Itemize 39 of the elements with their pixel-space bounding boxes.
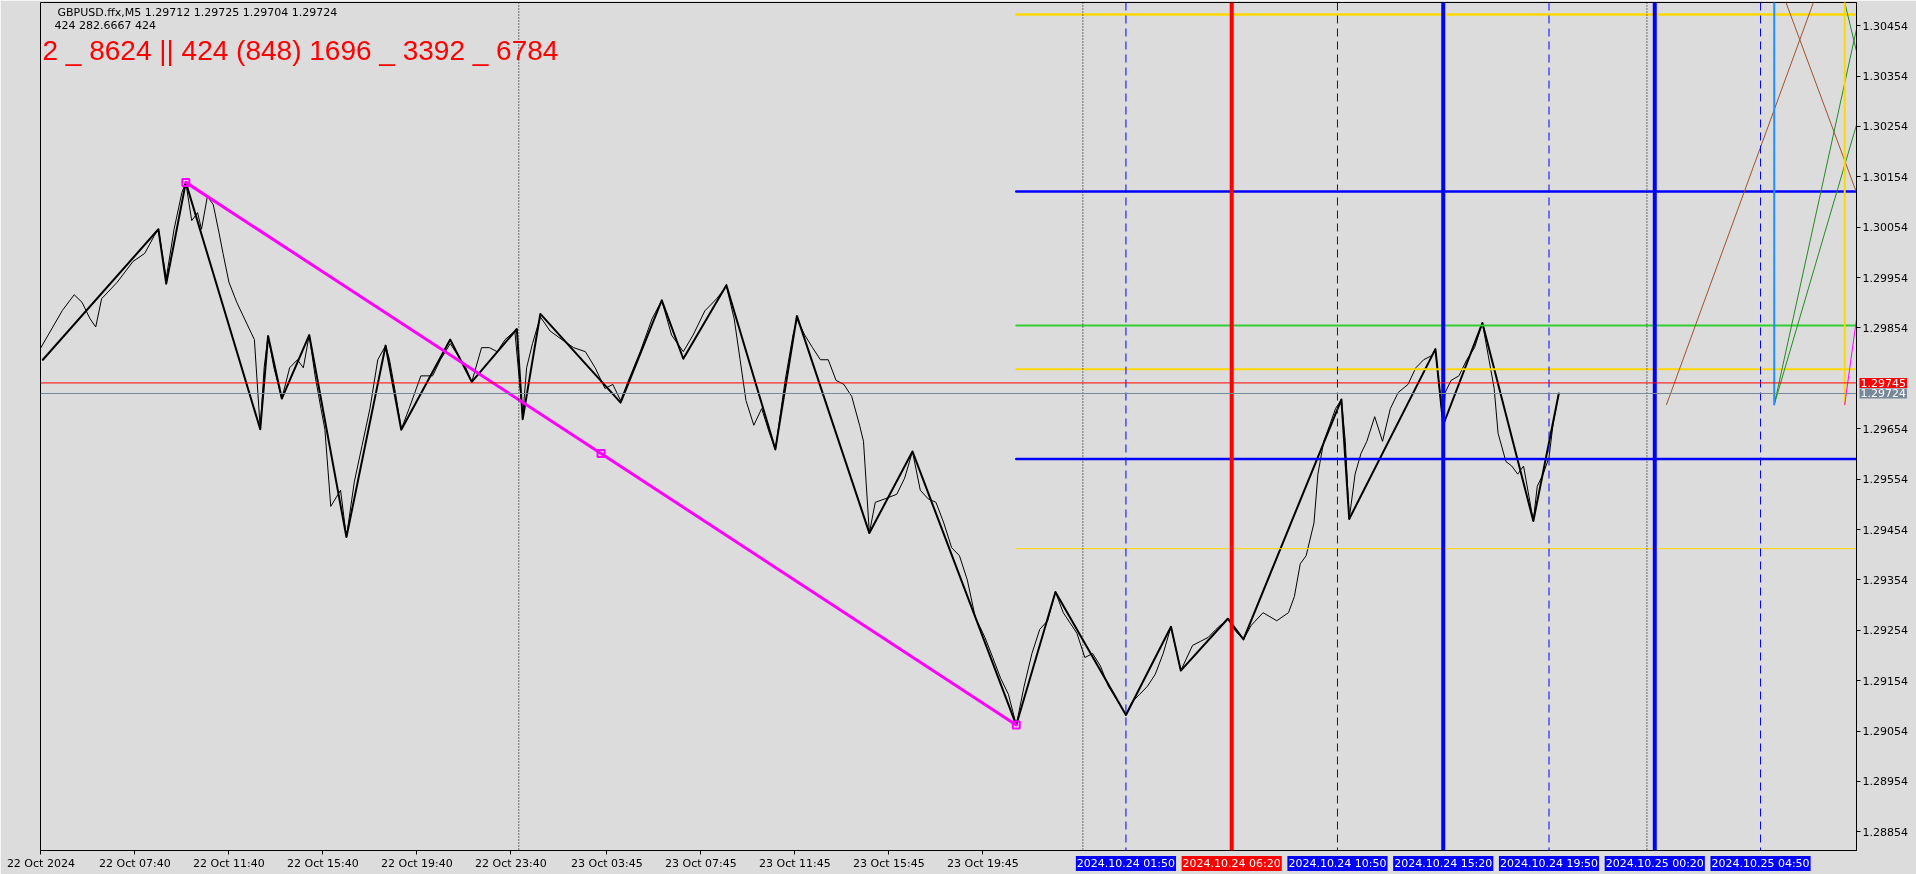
x-tick-label: 22 Oct 07:40 <box>99 856 171 870</box>
annotation: 2 _ 8624 || 424 (848) 1696 _ 3392 _ 6784 <box>42 34 559 66</box>
y-tick-label: 1.28954 <box>1862 775 1908 789</box>
y-tick-label: 1.29454 <box>1862 523 1908 537</box>
ref-line-label: 2024.10.24 19:50 <box>1499 857 1599 870</box>
y-tick-label: 1.30354 <box>1862 70 1908 84</box>
x-tick-label: 22 Oct 19:40 <box>381 856 453 870</box>
ref-line-label: 2024.10.24 06:20 <box>1182 857 1281 870</box>
chart-title: GBPUSD.ffx,M5 1.29712 1.29725 1.29704 1.29724 <box>57 5 338 19</box>
x-tick-label: 22 Oct 2024 <box>6 856 75 870</box>
x-tick-label: 23 Oct 15:45 <box>853 856 925 870</box>
y-tick-label: 1.29554 <box>1862 473 1908 487</box>
y-tick-label: 1.29154 <box>1862 674 1908 688</box>
ref-line-label: 2024.10.24 01:50 <box>1076 857 1176 870</box>
y-tick-label: 1.29954 <box>1862 271 1908 285</box>
y-tick-label: 1.30154 <box>1862 170 1908 184</box>
x-tick-label: 23 Oct 03:45 <box>571 856 643 870</box>
ref-line-label: 2024.10.25 04:50 <box>1711 857 1810 870</box>
ref-line-label: 2024.10.24 15:20 <box>1394 857 1493 870</box>
x-tick-label: 23 Oct 07:45 <box>665 856 737 870</box>
text: 424 282.6667 424 <box>54 18 156 32</box>
y-tick-label: 1.29254 <box>1862 624 1908 638</box>
y-tick-label: 1.29654 <box>1862 422 1908 436</box>
y-tick-label: 1.29054 <box>1862 725 1908 739</box>
y-tick-label: 1.28854 <box>1862 825 1908 839</box>
y-tick-label: 1.30254 <box>1862 120 1908 134</box>
y-tick-label: 1.29354 <box>1862 573 1908 587</box>
y-tick-label: 1.30054 <box>1862 221 1908 235</box>
ref-line-label: 2024.10.25 00:20 <box>1605 857 1704 870</box>
x-tick-label: 22 Oct 15:40 <box>287 856 359 870</box>
x-tick-label: 22 Oct 23:40 <box>475 856 547 870</box>
y-tick-label: 1.30454 <box>1862 19 1908 33</box>
x-tick-label: 22 Oct 11:40 <box>193 856 265 870</box>
x-tick-label: 23 Oct 19:45 <box>947 856 1019 870</box>
ref-line-label: 1.29745 <box>1860 376 1906 390</box>
ref-line-label: 2024.10.24 10:50 <box>1288 857 1387 870</box>
x-tick-label: 23 Oct 11:45 <box>759 856 831 870</box>
ref-line-label: 1.29724 <box>1860 387 1906 401</box>
y-tick-label: 1.29854 <box>1862 321 1908 335</box>
